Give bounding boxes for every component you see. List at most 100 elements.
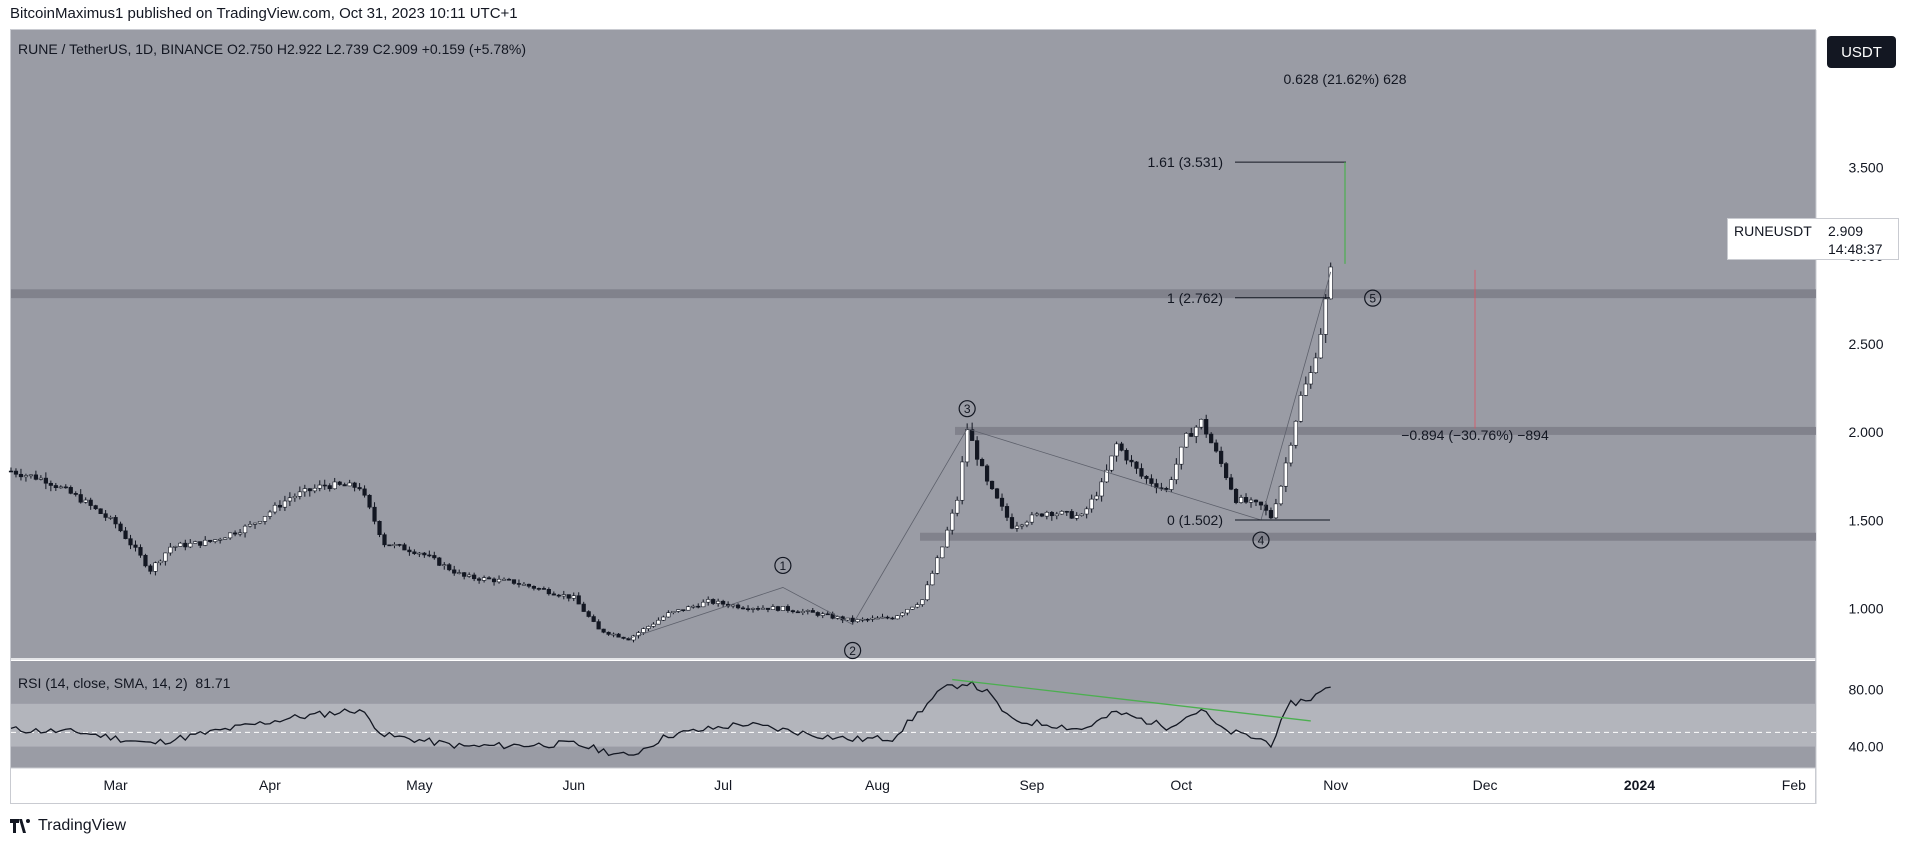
candle-body-up — [28, 474, 34, 477]
candle-body-up — [805, 610, 810, 612]
candle-body-down — [1139, 468, 1144, 477]
candle — [467, 572, 472, 578]
candle-body-up — [1194, 426, 1199, 437]
candle — [133, 540, 138, 552]
candle — [735, 603, 741, 610]
footer-brand[interactable]: TradingView — [10, 817, 126, 835]
candle — [1094, 491, 1099, 501]
candle-body-down — [427, 554, 432, 557]
candle — [900, 612, 905, 618]
candle-body-up — [1024, 521, 1030, 526]
candle-body-up — [1318, 334, 1323, 359]
candle-body-down — [1253, 499, 1259, 503]
legend-high-value: 2.922 — [286, 41, 323, 57]
candle — [536, 587, 541, 591]
candle — [516, 579, 522, 588]
candle — [696, 603, 701, 609]
candle-body-up — [860, 618, 865, 621]
candle-body-up — [935, 557, 940, 574]
candle-body-down — [1124, 450, 1129, 461]
candle — [890, 616, 895, 620]
candle — [347, 479, 352, 487]
candle-body-up — [312, 487, 317, 492]
candle — [815, 611, 820, 618]
candle-body-up — [820, 613, 825, 616]
candle — [975, 436, 980, 466]
candle-body-down — [536, 588, 541, 590]
candle — [950, 509, 955, 535]
candle — [666, 610, 671, 618]
candle-body-down — [1144, 475, 1149, 479]
candle — [491, 577, 497, 586]
candle-body-up — [855, 619, 860, 623]
candle-body-up — [1094, 495, 1099, 500]
x-tick-label: Feb — [1782, 777, 1806, 793]
candle-body-down — [148, 565, 153, 572]
candle — [417, 551, 422, 558]
candle-body-down — [128, 538, 133, 546]
candle-body-up — [1184, 433, 1189, 448]
candle — [1318, 328, 1323, 359]
candle — [1139, 463, 1144, 479]
candle-body-down — [337, 481, 342, 485]
candle-body-up — [1303, 383, 1308, 396]
candle-body-down — [372, 506, 377, 522]
candle-body-down — [591, 616, 596, 622]
annotations: 1 2 3 4 5 1.61 (3.531) 1 (2.762) 0 (1.502) 0.628… — [628, 71, 1549, 660]
candle-body-up — [1238, 497, 1244, 503]
candle — [775, 605, 781, 612]
rsi-y-tick-label: 40.00 — [1848, 739, 1883, 755]
candle-body-down — [1129, 459, 1134, 463]
candle-body-down — [516, 583, 522, 585]
candle-body-down — [183, 542, 188, 548]
currency-button[interactable]: USDT — [1827, 36, 1896, 68]
candle — [506, 577, 512, 581]
candle — [905, 608, 910, 616]
candle-body-down — [1049, 511, 1054, 517]
candle — [1134, 461, 1139, 474]
candle — [676, 609, 681, 613]
candle-body-down — [387, 544, 392, 547]
candle — [38, 475, 43, 481]
candle — [1099, 478, 1104, 502]
wave-label-3: 3 — [964, 402, 971, 416]
legend-symbol[interactable]: RUNE / TetherUS, 1D, BINANCE — [18, 41, 224, 57]
candle-body-up — [1084, 508, 1089, 515]
legend-open-label: O — [227, 41, 238, 57]
candle-body-down — [123, 530, 128, 539]
candle-body-up — [661, 616, 666, 621]
candle — [237, 528, 243, 537]
rsi-legend[interactable]: RSI (14, close, SMA, 14, 2) 81.71 — [18, 675, 230, 691]
candle-body-up — [845, 617, 850, 621]
candle-body-down — [472, 574, 477, 580]
candle-body-down — [103, 513, 108, 518]
candle-body-up — [676, 609, 681, 612]
candle — [1273, 498, 1279, 520]
candle-body-down — [8, 470, 14, 473]
rsi-legend-label: RSI (14, close, SMA, 14, 2) — [18, 675, 188, 691]
candle — [651, 622, 656, 628]
candle-body-down — [556, 594, 561, 597]
candle-body-up — [272, 504, 278, 513]
candle-body-up — [1199, 418, 1204, 428]
candle — [163, 552, 168, 566]
candle — [213, 539, 218, 544]
candle-body-down — [1268, 510, 1274, 519]
candle-body-down — [357, 487, 362, 490]
candle-body-down — [994, 488, 1000, 499]
candle-body-down — [681, 609, 686, 611]
candle-body-down — [1214, 442, 1219, 452]
price-scale[interactable] — [1816, 30, 1910, 804]
candle — [327, 483, 332, 492]
candle-body-up — [870, 617, 875, 620]
candle — [845, 617, 850, 622]
x-tick-label: Nov — [1323, 777, 1348, 793]
candle — [128, 534, 133, 550]
candle-body-up — [282, 500, 288, 508]
candle-body-down — [98, 508, 103, 514]
candle-body-down — [850, 617, 855, 623]
tradingview-logo-icon — [10, 819, 30, 833]
candle-body-up — [930, 573, 935, 586]
candle-body-down — [277, 504, 283, 508]
